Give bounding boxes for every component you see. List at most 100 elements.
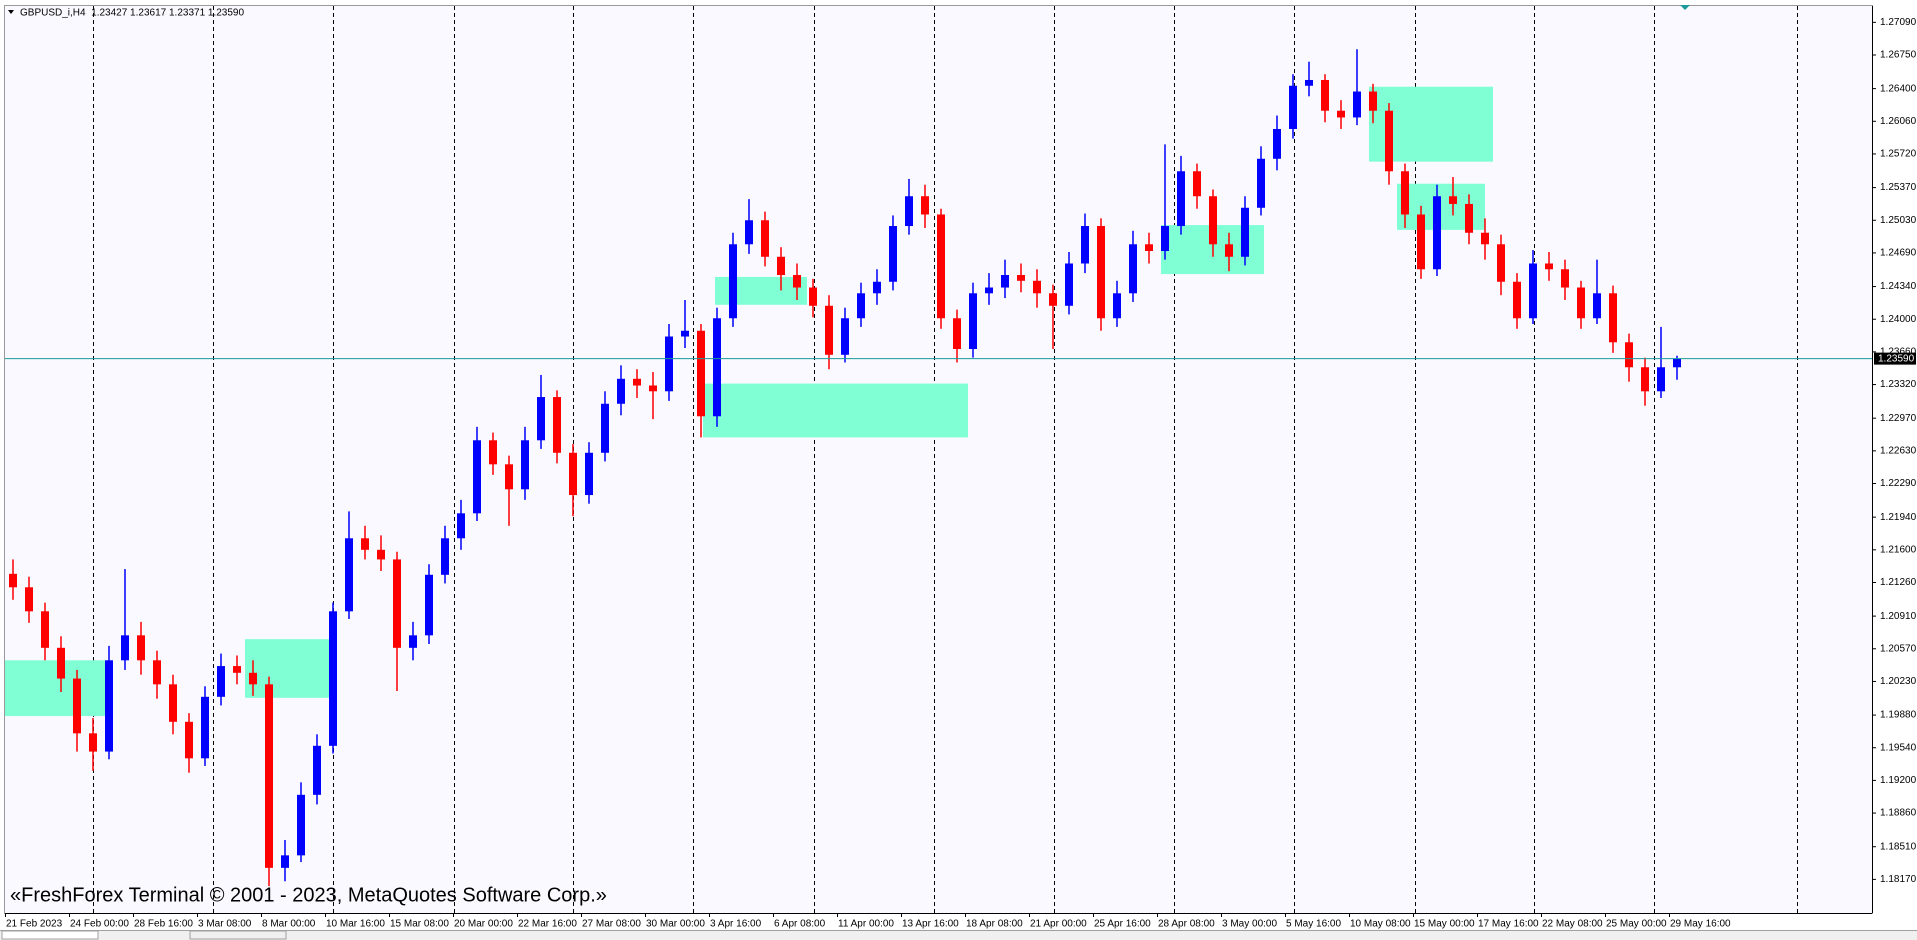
y-tick-label: 1.20570 — [1880, 643, 1917, 654]
candle-body — [313, 745, 321, 795]
x-tick-label: 21 Apr 00:00 — [1030, 919, 1087, 930]
candle-body — [665, 336, 673, 392]
candle-body — [1481, 232, 1489, 245]
candle-body — [1033, 280, 1041, 294]
candle-body — [1385, 110, 1393, 172]
x-tick-label: 25 Apr 16:00 — [1094, 919, 1151, 930]
candle-body — [1273, 128, 1281, 159]
y-tick-label: 1.26400 — [1880, 83, 1917, 94]
candle-body — [745, 220, 753, 245]
candle-body — [233, 666, 241, 673]
x-tick-label: 17 May 16:00 — [1478, 919, 1539, 930]
tab-strip — [0, 930, 1917, 940]
x-tick-label: 10 Mar 16:00 — [326, 919, 385, 930]
candles — [9, 49, 1681, 887]
x-tick-label: 20 Mar 00:00 — [454, 919, 513, 930]
candle-body — [1561, 269, 1569, 288]
tab[interactable] — [1, 930, 99, 940]
y-tick-label: 1.23660 — [1880, 347, 1917, 358]
candle-body — [1673, 358, 1681, 368]
candle-body — [521, 440, 529, 490]
candle-body — [473, 440, 481, 514]
candle-body — [1369, 91, 1377, 111]
candle-body — [681, 330, 689, 337]
candle-body — [1353, 91, 1361, 118]
candle-body — [41, 611, 49, 648]
candle-body — [1513, 281, 1521, 319]
candle-body — [89, 733, 97, 752]
candle-body — [1241, 207, 1249, 257]
candle-body — [1657, 367, 1665, 392]
watermark: «FreshForex Terminal © 2001 - 2023, Meta… — [10, 884, 607, 906]
y-tick-label: 1.23320 — [1880, 379, 1917, 390]
x-tick-label: 28 Feb 16:00 — [134, 919, 193, 930]
candle-body — [569, 452, 577, 496]
candle-body — [409, 635, 417, 648]
y-tick-label: 1.22630 — [1880, 445, 1917, 456]
x-tick-label: 25 May 00:00 — [1606, 919, 1667, 930]
candle-body — [1641, 367, 1649, 392]
x-tick-label: 15 May 00:00 — [1414, 919, 1475, 930]
candle-body — [1065, 263, 1073, 306]
candle-body — [1225, 244, 1233, 257]
candle-body — [729, 244, 737, 319]
y-tick-label: 1.19880 — [1880, 710, 1917, 721]
x-tick-label: 27 Mar 08:00 — [582, 919, 641, 930]
x-tick-label: 15 Mar 08:00 — [390, 919, 449, 930]
tab[interactable] — [189, 930, 287, 940]
candle-body — [841, 318, 849, 355]
y-tick-label: 1.24000 — [1880, 314, 1917, 325]
y-tick-label: 1.27090 — [1880, 17, 1917, 28]
candle-body — [809, 287, 817, 306]
candle-body — [265, 684, 273, 868]
candle-body — [1593, 293, 1601, 319]
x-tick-label: 22 May 08:00 — [1542, 919, 1603, 930]
candle-body — [153, 660, 161, 685]
candle-body — [553, 397, 561, 453]
price-label: 1.23590 — [1878, 353, 1915, 364]
candle-body — [937, 214, 945, 319]
candle-body — [793, 275, 801, 288]
candle-body — [217, 666, 225, 697]
x-tick-label: 28 Apr 08:00 — [1158, 919, 1215, 930]
y-tick-label: 1.18510 — [1880, 841, 1917, 852]
y-tick-label: 1.18860 — [1880, 808, 1917, 819]
x-tick-label: 30 Mar 00:00 — [646, 919, 705, 930]
y-tick-label: 1.18170 — [1880, 874, 1917, 885]
candle-body — [1289, 85, 1297, 129]
candle-body — [1305, 79, 1313, 86]
x-tick-label: 5 May 16:00 — [1286, 919, 1341, 930]
y-tick-label: 1.21260 — [1880, 577, 1917, 588]
candle-body — [1193, 171, 1201, 197]
plot-area — [4, 5, 1873, 914]
candle-body — [617, 378, 625, 404]
candle-body — [1449, 196, 1457, 204]
candle-body — [585, 452, 593, 496]
candle-body — [1529, 263, 1537, 319]
candle-body — [1401, 171, 1409, 215]
candle-body — [601, 403, 609, 453]
candle-body — [697, 330, 705, 417]
x-tick-label: 3 Apr 16:00 — [710, 919, 762, 930]
x-tick-label: 3 May 00:00 — [1222, 919, 1277, 930]
candle-body — [9, 573, 17, 588]
y-tick-label: 1.24340 — [1880, 281, 1917, 292]
candle-body — [825, 305, 833, 355]
candle-body — [1337, 110, 1345, 118]
candle-body — [713, 318, 721, 417]
candle-body — [1017, 275, 1025, 281]
candle-body — [1129, 244, 1137, 294]
candle-body — [1097, 226, 1105, 319]
candle-body — [1001, 275, 1009, 288]
x-tick-label: 24 Feb 00:00 — [70, 919, 129, 930]
candle-body — [953, 318, 961, 350]
candle-body — [1609, 293, 1617, 343]
candle-body — [425, 574, 433, 636]
y-tick-label: 1.21600 — [1880, 544, 1917, 555]
y-tick-label: 1.20910 — [1880, 611, 1917, 622]
candle-body — [969, 293, 977, 350]
candle-body — [905, 196, 913, 227]
candle-body — [441, 538, 449, 575]
y-tick-label: 1.25720 — [1880, 149, 1917, 160]
y-tick-label: 1.22290 — [1880, 478, 1917, 489]
